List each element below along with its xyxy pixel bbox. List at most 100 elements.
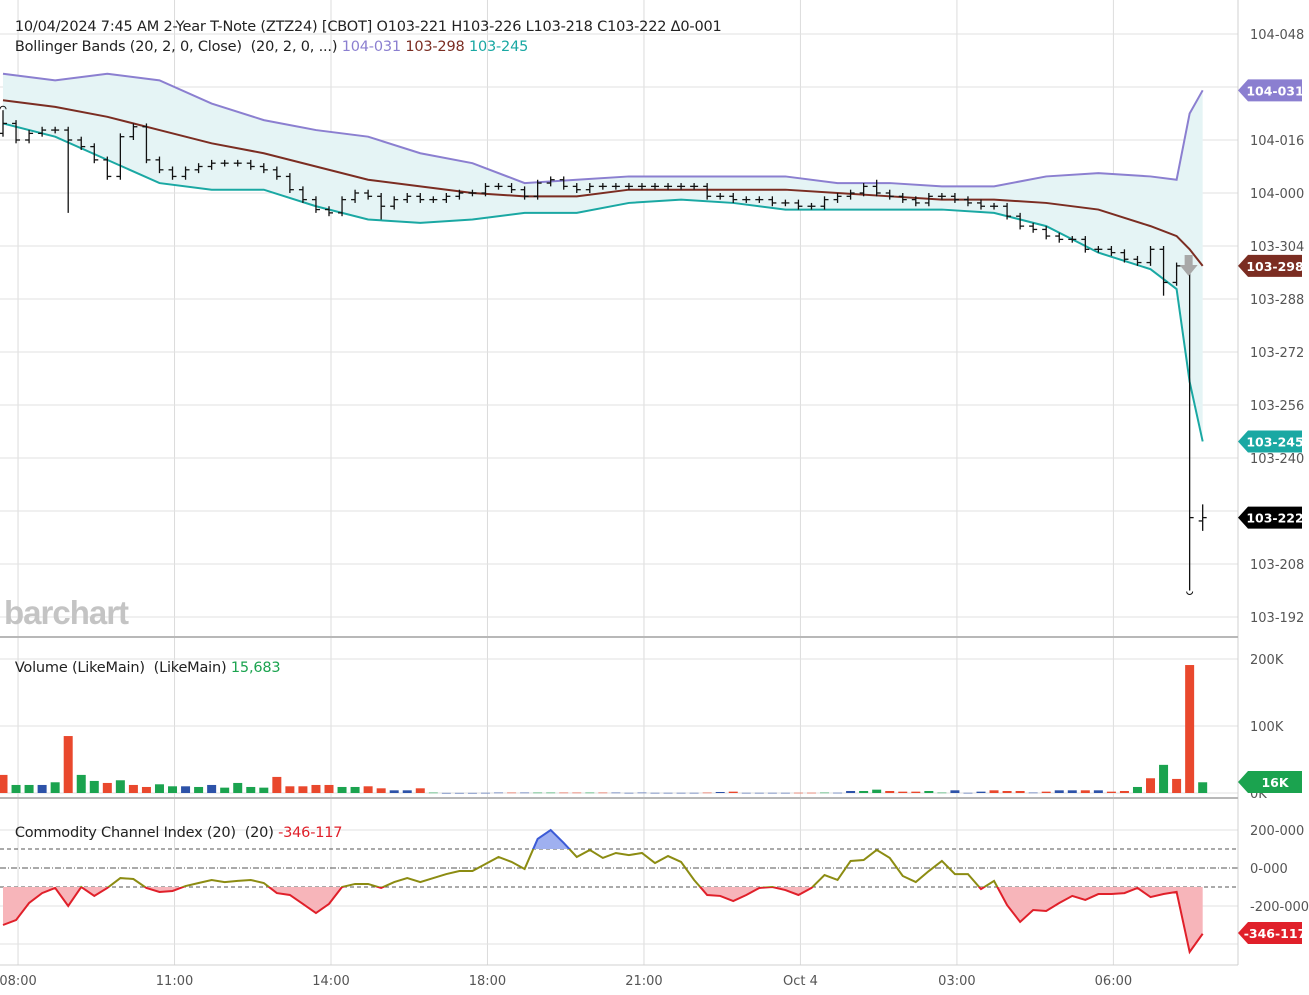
volume-bar <box>1106 791 1116 793</box>
volume-bar <box>989 790 999 793</box>
volume-bar <box>689 792 699 794</box>
volume-bar <box>924 790 934 793</box>
ohlc-bar <box>546 176 555 187</box>
price-tag-last-price: 103-222 <box>1246 511 1303 526</box>
ohlc-bar <box>624 183 633 190</box>
volume-bar <box>728 791 738 793</box>
ohlc-bar <box>155 156 164 174</box>
low-marker-icon <box>1186 591 1194 595</box>
legend-datetime: 10/04/2024 7:45 AM <box>14 19 160 35</box>
ohlc-bar <box>1107 246 1116 256</box>
price-tag-upper-band-shape <box>1238 79 1302 102</box>
bollinger-legend: Bollinger Bands (20, 2, 0, Close) (20, 2… <box>6 23 528 55</box>
volume-legend: Volume (LikeMain) (LikeMain) 15,683 <box>6 644 281 676</box>
volume-bar <box>650 792 660 794</box>
volume-bar <box>415 788 425 793</box>
ohlc-bar <box>990 202 999 210</box>
ohlc-bar <box>194 163 203 174</box>
volume-bar <box>741 792 751 794</box>
ohlc-bar <box>598 183 607 190</box>
ohlc-bar <box>233 159 242 167</box>
volume-bar <box>546 792 556 794</box>
volume-bar <box>885 790 895 793</box>
ohlc-bar <box>768 196 777 207</box>
ohlc-bar <box>1198 504 1207 531</box>
ohlc-bar <box>220 159 229 167</box>
ohlc-bar <box>1146 246 1155 266</box>
ohlc-bar <box>755 196 764 203</box>
ohlc-bar <box>77 136 86 150</box>
ohlc-bar <box>507 183 516 193</box>
volume-bar <box>806 792 816 794</box>
price-axis-label: 104-016 <box>1250 134 1304 149</box>
ohlc-bar <box>259 163 268 174</box>
time-axis-label: 21:00 <box>625 974 662 989</box>
cci-label: Commodity Channel Index (20) (20) <box>14 825 274 841</box>
down-arrow-icon <box>1179 255 1198 276</box>
time-axis-label: Oct 4 <box>783 974 818 989</box>
volume-bar <box>950 790 960 793</box>
ohlc-bar <box>494 183 503 190</box>
volume-bar <box>1159 764 1169 793</box>
volume-bar <box>572 792 582 794</box>
volume-bar <box>976 791 986 793</box>
ohlc-bar <box>311 196 320 213</box>
ohlc-bar <box>90 143 99 164</box>
price-axis-label: 104-000 <box>1250 187 1304 202</box>
ohlc-bar <box>51 126 60 134</box>
ohlc-bar <box>664 183 673 190</box>
volume-bar <box>480 792 490 794</box>
ohlc-bar <box>846 189 855 200</box>
ohlc-bar <box>364 189 373 200</box>
volume-bar <box>754 792 764 794</box>
volume-bar <box>611 792 621 794</box>
volume-bar <box>520 792 530 794</box>
volume-bar <box>50 782 60 793</box>
ohlc-bar <box>377 193 386 220</box>
volume-bar <box>559 792 569 794</box>
ohlc-bar <box>559 176 568 190</box>
volume-bar <box>793 792 803 794</box>
ohlc-bar <box>833 193 842 203</box>
price-legend: 10/04/2024 7:45 AM 2-Year T-Note (ZTZ24)… <box>6 3 722 35</box>
volume-bar <box>1146 778 1156 793</box>
volume-bar <box>311 784 321 793</box>
cci-tag-shape <box>1238 922 1302 944</box>
volume-bar <box>637 792 647 794</box>
ohlc-bar <box>690 183 699 190</box>
volume-bar <box>1198 782 1208 793</box>
ohlc-bar <box>142 123 151 164</box>
cci-axis-label: -200-000 <box>1250 900 1309 915</box>
volume-bar <box>676 792 686 794</box>
ohlc-bar <box>533 179 542 200</box>
ohlc-bar <box>325 206 333 217</box>
ohlc-bar <box>429 196 438 203</box>
ohlc-bar <box>924 193 933 207</box>
price-axis-label: 103-304 <box>1250 240 1304 255</box>
volume-bar <box>624 792 634 794</box>
ohlc-bar <box>390 196 399 210</box>
ohlc-bar <box>872 179 881 197</box>
volume-bar <box>1080 790 1090 793</box>
volume-bar <box>402 790 412 793</box>
volume-bar <box>1002 790 1012 793</box>
volume-bar <box>1093 790 1103 793</box>
bollinger-upper-value: 104-031 <box>341 39 401 55</box>
ohlc-bar <box>442 193 451 203</box>
ohlc-bar <box>12 120 21 144</box>
ohlc-bar <box>937 193 946 200</box>
price-axis-label: 103-192 <box>1250 611 1304 626</box>
cci-low-fill <box>3 887 1203 952</box>
ohlc-bar <box>298 186 307 203</box>
cci-line <box>2 887 1204 955</box>
volume-bar <box>780 792 790 794</box>
ohlc-bar <box>1159 246 1168 296</box>
time-axis-label: 11:00 <box>156 974 193 989</box>
price-tag-lower-band: 103-245 <box>1246 434 1303 449</box>
volume-bar <box>715 791 725 793</box>
volume-bar <box>194 786 204 793</box>
volume-bar <box>207 784 217 793</box>
volume-bar <box>115 780 125 793</box>
ohlc-bar <box>820 196 829 210</box>
